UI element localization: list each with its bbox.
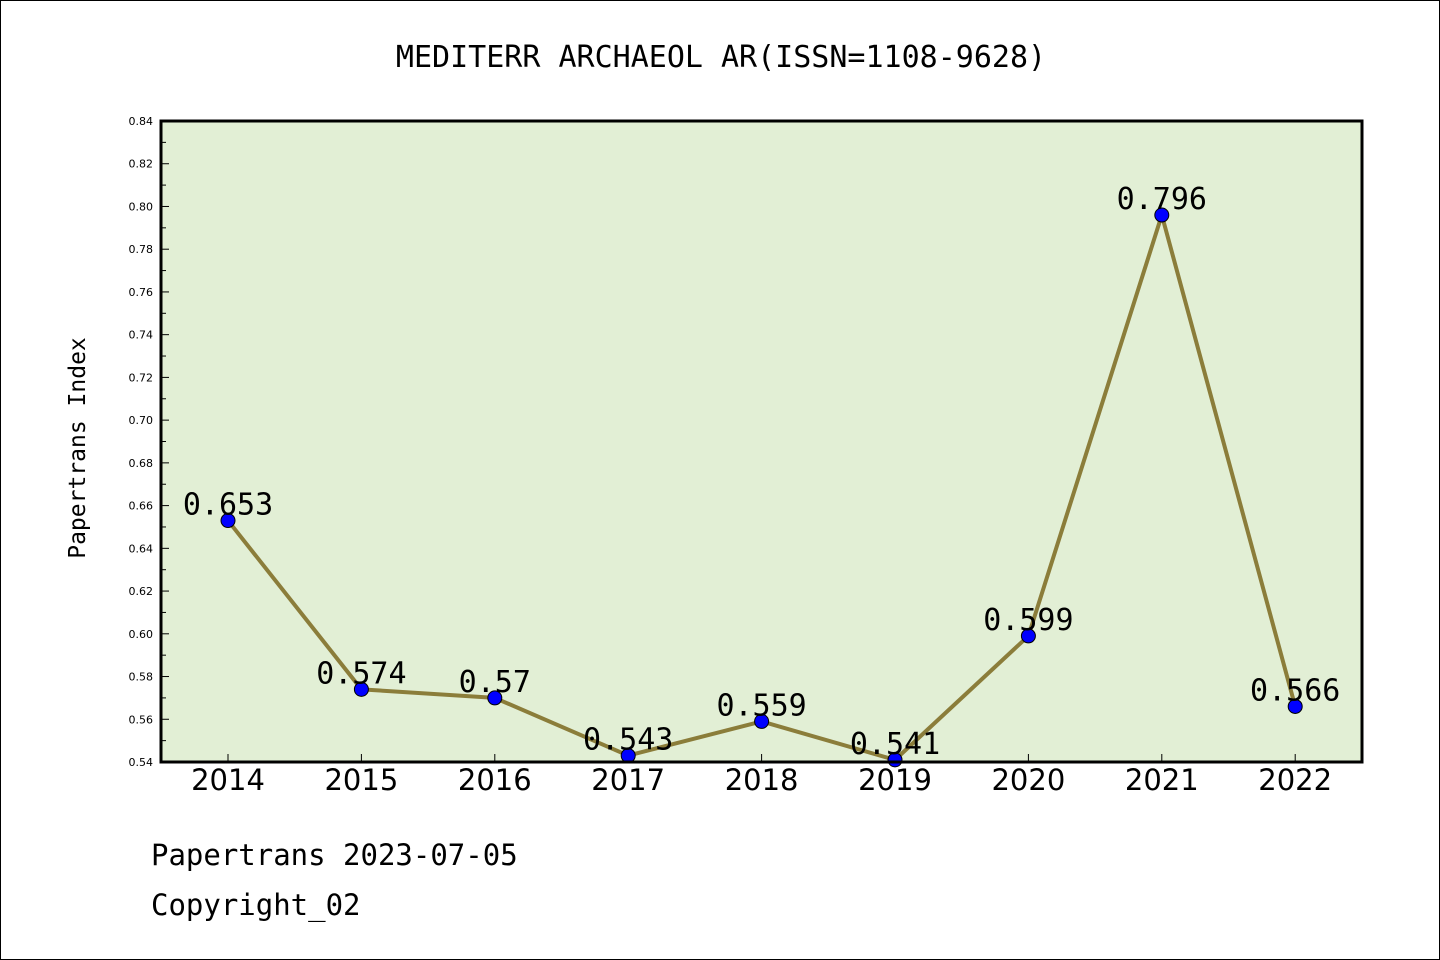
y-tick-label: 0.84 [129, 115, 154, 128]
data-point [1154, 207, 1170, 223]
y-axis: 0.54 0.56 0.58 0.60 0.62 0.64 0.66 0.68 0.70 0.72… [129, 115, 169, 769]
y-tick-label: 0.80 [129, 200, 154, 213]
data-point [220, 513, 236, 529]
y-tick-label: 0.60 [129, 628, 154, 641]
y-axis-label: Papertrans Index [65, 337, 91, 559]
x-tick-label: 2020 [991, 763, 1065, 797]
x-tick-label: 2021 [1125, 763, 1199, 797]
y-tick-label: 0.76 [129, 286, 154, 299]
data-label: 0.566 [1250, 673, 1340, 708]
footer-date: Papertrans 2023-07-05 [151, 838, 518, 872]
data-point [487, 690, 503, 706]
y-tick-label: 0.82 [129, 158, 154, 171]
data-labels: 0.653 0.574 0.57 0.543 0.559 0.541 0.599 0.796 0… [183, 182, 1341, 762]
y-tick-label: 0.58 [129, 671, 154, 684]
data-label: 0.574 [316, 656, 406, 691]
y-tick-label: 0.72 [129, 371, 154, 384]
data-label: 0.599 [983, 603, 1073, 638]
x-tick-label: 2022 [1258, 763, 1332, 797]
data-label: 0.796 [1117, 182, 1207, 217]
y-tick-label: 0.54 [129, 756, 154, 769]
data-series [220, 207, 1303, 768]
data-point [754, 713, 770, 729]
plot-border [159, 119, 1364, 764]
y-tick-label: 0.74 [129, 329, 154, 342]
chart-title: MEDITERR ARCHAEOL AR(ISSN=1108-9628) [396, 40, 1046, 75]
y-tick-label: 0.66 [129, 500, 154, 513]
footer-copyright: Copyright_02 [151, 888, 361, 923]
plot-area [161, 121, 1362, 762]
data-label: 0.559 [716, 688, 806, 723]
data-point [353, 681, 369, 697]
data-label: 0.543 [583, 723, 673, 758]
x-tick-label: 2014 [191, 763, 265, 797]
x-axis: 2014 2015 2016 2017 2018 2019 2020 2021 2022 [191, 754, 1332, 797]
x-tick-label: 2015 [324, 763, 398, 797]
x-tick-label: 2017 [591, 763, 665, 797]
x-tick-label: 2018 [725, 763, 799, 797]
data-label: 0.57 [459, 665, 531, 700]
x-tick-label: 2016 [458, 763, 532, 797]
x-tick-label: 2019 [858, 763, 932, 797]
data-point [1287, 698, 1303, 714]
y-tick-label: 0.70 [129, 414, 154, 427]
data-label: 0.653 [183, 488, 273, 523]
y-tick-label: 0.78 [129, 243, 154, 256]
y-tick-label: 0.68 [129, 457, 154, 470]
data-point [1020, 628, 1036, 644]
y-tick-label: 0.64 [129, 542, 154, 555]
data-label: 0.541 [850, 727, 940, 762]
y-tick-label: 0.56 [129, 713, 154, 726]
y-tick-label: 0.62 [129, 585, 154, 598]
